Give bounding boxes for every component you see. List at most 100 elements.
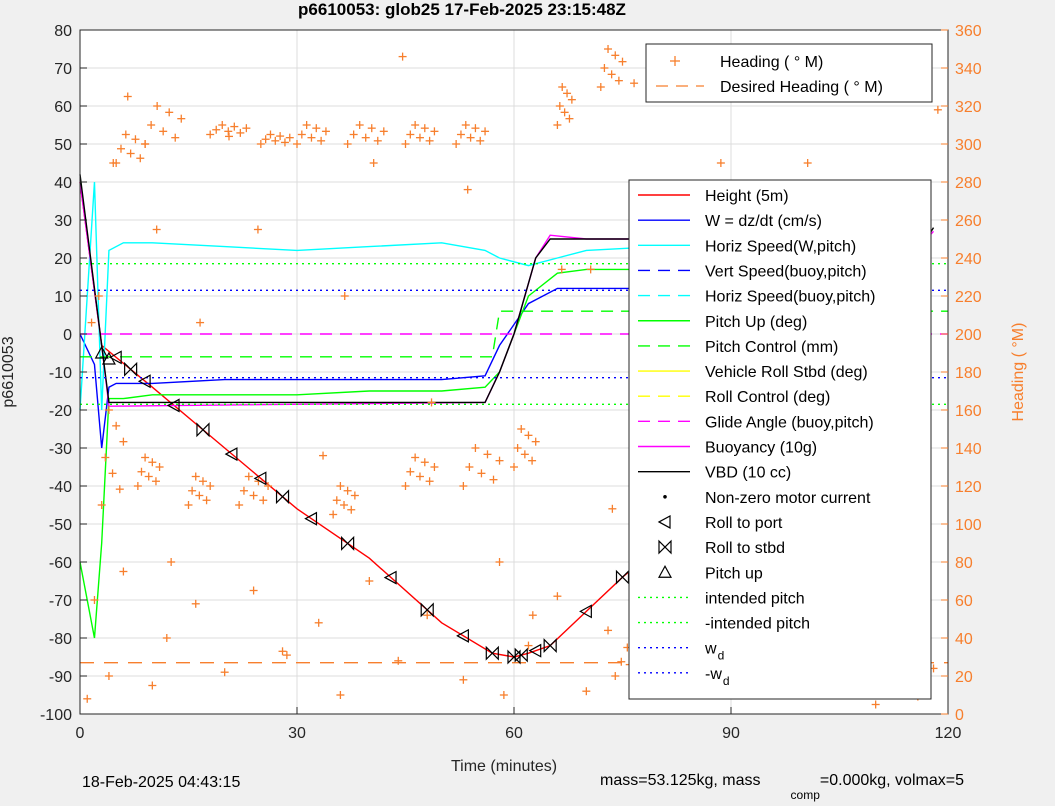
y-tick-label: 60 [54,99,72,116]
heading-point [466,133,475,142]
heading-point [115,485,124,494]
y-right-tick-label: 180 [955,365,982,382]
heading-point [459,675,468,684]
heading-point [171,133,180,142]
footer-comp-text: =0.000kg, volmax=5 [819,772,964,789]
heading-point [264,482,273,490]
y-right-tick-label: 360 [955,23,982,40]
heading-point [618,57,627,66]
heading-point [349,130,358,139]
legend-label: VBD (10 cc) [705,465,791,482]
roll-to-port-marker [528,643,542,658]
heading-point [630,79,639,88]
heading-point [141,453,150,462]
heading-point [121,130,130,139]
roll-to-stbd-marker [420,602,434,618]
heading-point [555,102,564,110]
heading-point [261,135,270,144]
heading-point [401,482,410,490]
heading-point [367,124,376,133]
y-right-tick-label: 220 [955,289,982,306]
footer-comp-sub: comp [790,788,820,802]
heading-point [350,491,359,500]
heading-point [123,92,132,101]
y-right-tick-label: 120 [955,479,982,496]
heading-point [617,657,626,666]
heading-point [483,450,492,459]
heading-point [321,127,330,136]
x-axis-label: Time (minutes) [451,758,557,775]
x-tick-label: 0 [76,725,85,742]
roll-to-port-marker [383,570,397,585]
heading-point [126,149,135,158]
y-right-tick-label: 340 [955,61,982,78]
y-right-tick-label: 80 [955,555,973,572]
pitch-up-marker [94,345,109,359]
heading-point [425,477,434,486]
legend-label-subscript: d [723,674,730,688]
heading-point [524,641,533,650]
legend-label-subscript: d [718,649,725,663]
heading-point [244,472,253,481]
roll-to-stbd-marker [196,422,210,438]
y-right-tick-label: 280 [955,175,982,192]
legend-label: Non-zero motor current [705,490,871,507]
heading-point [191,599,200,608]
heading-point [97,501,106,509]
legend-label: w [704,641,717,658]
heading-point [242,124,251,133]
heading-legend-label: Heading ( ° M) [720,54,823,71]
heading-point [317,136,326,145]
heading-point [452,140,461,148]
heading-legend: Heading ( ° M) Desired Heading ( ° M) [645,43,933,103]
heading-point [528,456,537,465]
y-tick-label: -50 [49,517,72,534]
roll-to-stbd-marker [543,638,557,654]
roll-to-port-marker [456,628,469,643]
heading-point [212,125,221,134]
heading-point [582,687,591,696]
heading-point [293,140,301,148]
roll-to-stbd-marker [341,535,355,551]
heading-point [332,496,341,505]
heading-point [614,76,623,85]
heading-point [104,406,113,414]
roll-to-port-marker [579,604,592,619]
y-right-tick-label: 240 [955,251,982,268]
heading-point [285,133,294,142]
heading-point [297,130,306,139]
heading-point [302,121,311,129]
heading-point [236,128,245,137]
heading-point [423,611,432,620]
y-right-tick-label: 40 [955,631,973,648]
legend-label: Pitch up [705,565,763,582]
heading-point [206,130,215,139]
legend-label: Pitch Control (mm) [705,339,838,356]
legend-label: Height (5m) [705,188,789,205]
heading-point [230,122,239,131]
x-tick-label: 120 [935,725,962,742]
heading-point [463,185,472,194]
heading-point [560,108,569,117]
heading-point [147,121,156,129]
y-tick-label: 20 [54,251,72,268]
heading-legend-label: Desired Heading ( ° M) [720,79,883,96]
heading-point [608,504,617,513]
heading-point [398,52,407,61]
y-tick-label: -90 [49,669,72,686]
heading-point [119,567,128,576]
heading-point [235,501,244,509]
heading-point [224,127,233,136]
y-right-tick-label: 200 [955,327,982,344]
legend-label: Buoyancy (10g) [705,440,817,457]
roll-to-port-marker [108,350,122,365]
heading-point [563,89,572,98]
y-tick-label: 50 [54,137,72,154]
heading-point [456,130,465,139]
heading-point [112,421,121,430]
y-tick-label: 80 [54,23,72,40]
heading-point [343,486,352,495]
heading-point [198,477,207,486]
main-legend: Height (5m) W = dz/dt (cm/s) Horiz Speed(W… [628,179,932,700]
y-tick-label: -20 [49,403,72,420]
